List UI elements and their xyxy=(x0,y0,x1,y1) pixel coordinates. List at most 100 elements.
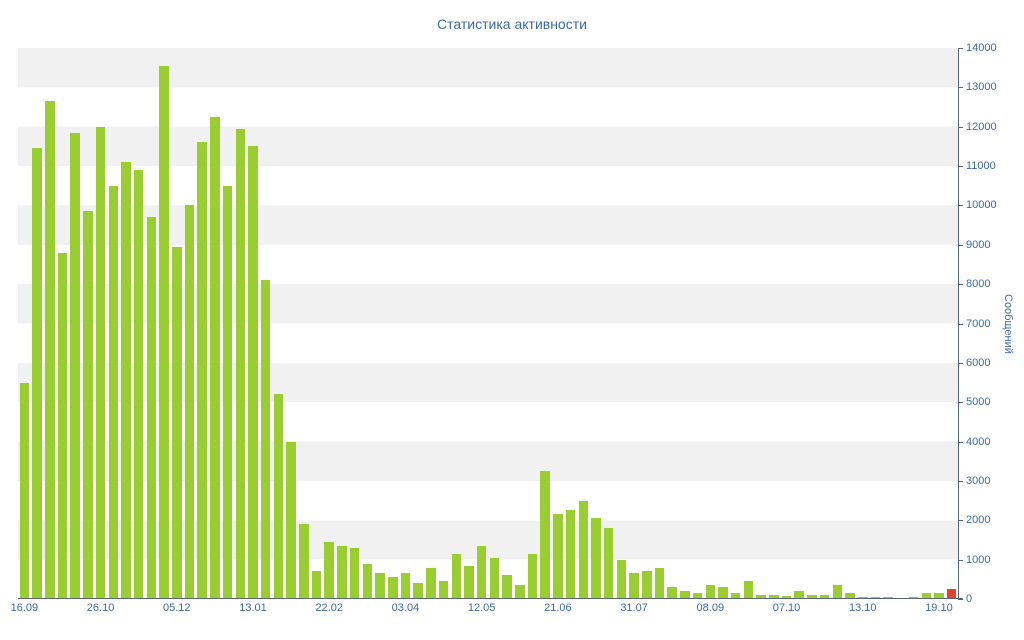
x-axis-labels: 16.09 26.10 05.12 13.01 22.02 03.04 12.05 21.06… xyxy=(11,602,958,618)
y-axis-tick-label: 14000 xyxy=(966,42,997,54)
bar[interactable] xyxy=(311,571,322,599)
bar[interactable] xyxy=(451,553,462,599)
bar[interactable] xyxy=(299,524,309,599)
x-axis-tick-label: 13.10 xyxy=(848,602,877,614)
bar[interactable] xyxy=(248,146,258,599)
bar[interactable] xyxy=(121,162,131,599)
bar[interactable] xyxy=(184,205,195,599)
bar[interactable] xyxy=(807,595,817,599)
x-axis-tick-label: 03.04 xyxy=(391,602,420,614)
bar[interactable] xyxy=(286,441,296,599)
bar[interactable] xyxy=(565,510,576,599)
bar[interactable] xyxy=(616,559,627,599)
bar[interactable] xyxy=(32,148,42,599)
y-axis-tick-label: 11000 xyxy=(966,160,996,173)
bar[interactable] xyxy=(819,595,830,599)
x-axis-tick-label: 19.10 xyxy=(925,602,953,614)
x-axis-line xyxy=(18,598,963,599)
x-axis-tick-label: 13.01 xyxy=(239,602,267,614)
bar[interactable] xyxy=(426,567,436,599)
bar[interactable] xyxy=(642,571,652,599)
bar[interactable] xyxy=(324,541,334,599)
bar[interactable] xyxy=(197,142,207,599)
bar[interactable] xyxy=(70,132,80,599)
bar[interactable] xyxy=(832,585,843,599)
bar[interactable] xyxy=(19,382,30,599)
bar[interactable] xyxy=(438,581,449,599)
bar[interactable] xyxy=(210,116,220,599)
bar[interactable] xyxy=(273,394,284,599)
bar[interactable] xyxy=(349,547,360,599)
bar[interactable] xyxy=(133,170,144,599)
bar[interactable] xyxy=(235,128,246,599)
x-axis-tick-label: 22.02 xyxy=(315,602,343,614)
bar[interactable] xyxy=(553,514,563,599)
y-axis-line xyxy=(958,48,959,599)
bar[interactable] xyxy=(858,596,868,599)
y-axis-tick xyxy=(958,599,963,600)
bar[interactable] xyxy=(95,126,106,599)
bar[interactable] xyxy=(57,252,68,599)
x-axis-tick-label: 31.07 xyxy=(620,602,648,614)
bar[interactable] xyxy=(375,573,385,599)
bar[interactable] xyxy=(45,101,55,599)
plot-area xyxy=(18,48,958,599)
bar-highlight[interactable] xyxy=(946,589,957,599)
bar[interactable] xyxy=(667,587,677,599)
bar[interactable] xyxy=(845,593,855,599)
y-axis-tick-label: 3000 xyxy=(966,474,991,487)
bar[interactable] xyxy=(591,518,601,599)
bar[interactable] xyxy=(680,591,690,599)
bar[interactable] xyxy=(540,471,550,599)
y-axis-tick-label: 9000 xyxy=(966,238,991,251)
bar[interactable] xyxy=(578,500,589,599)
bar[interactable] xyxy=(527,553,538,599)
y-axis-tick-label: 6000 xyxy=(966,356,991,369)
bars-container xyxy=(18,48,958,599)
y-axis-tick-label: 5000 xyxy=(966,396,991,409)
x-axis-tick-label: 12.05 xyxy=(467,602,496,614)
x-axis-tick-label: 21.06 xyxy=(544,602,572,614)
y-axis-tick-label: 0 xyxy=(966,593,973,605)
bar[interactable] xyxy=(159,65,169,599)
y-axis-tick-label: 1000 xyxy=(966,553,991,566)
bar[interactable] xyxy=(934,593,944,599)
bar[interactable] xyxy=(730,593,741,599)
bar[interactable] xyxy=(502,575,512,599)
bar[interactable] xyxy=(718,587,728,599)
x-axis-tick-label: 16.09 xyxy=(10,602,39,614)
bar[interactable] xyxy=(489,557,500,599)
bar[interactable] xyxy=(464,565,474,599)
bar[interactable] xyxy=(362,563,373,599)
bar[interactable] xyxy=(921,593,932,599)
chart-title: Статистика активности xyxy=(437,16,587,32)
x-axis-tick-label: 05.12 xyxy=(163,602,191,614)
y-axis-tick-label: 7000 xyxy=(966,317,991,330)
bar[interactable] xyxy=(794,591,804,599)
bar[interactable] xyxy=(172,246,182,599)
bar[interactable] xyxy=(222,185,233,599)
y-axis-tick-label: 8000 xyxy=(966,278,991,291)
x-axis-tick-label: 08.09 xyxy=(696,602,725,614)
bar[interactable] xyxy=(629,573,639,599)
bar[interactable] xyxy=(705,585,716,599)
bar[interactable] xyxy=(654,567,665,599)
bar[interactable] xyxy=(781,596,792,599)
bar[interactable] xyxy=(413,583,423,599)
bar[interactable] xyxy=(108,185,119,599)
bar[interactable] xyxy=(515,585,525,599)
bar[interactable] xyxy=(387,577,398,599)
bar[interactable] xyxy=(743,581,754,599)
bar[interactable] xyxy=(83,211,93,599)
bar[interactable] xyxy=(146,217,157,599)
bar[interactable] xyxy=(692,593,703,599)
bar[interactable] xyxy=(476,545,487,599)
bar[interactable] xyxy=(603,528,614,599)
x-axis-tick-label: 26.10 xyxy=(86,602,115,614)
bar[interactable] xyxy=(337,545,347,599)
bar[interactable] xyxy=(769,595,779,599)
bar[interactable] xyxy=(756,595,766,599)
bar[interactable] xyxy=(400,573,411,599)
bar[interactable] xyxy=(260,280,271,599)
